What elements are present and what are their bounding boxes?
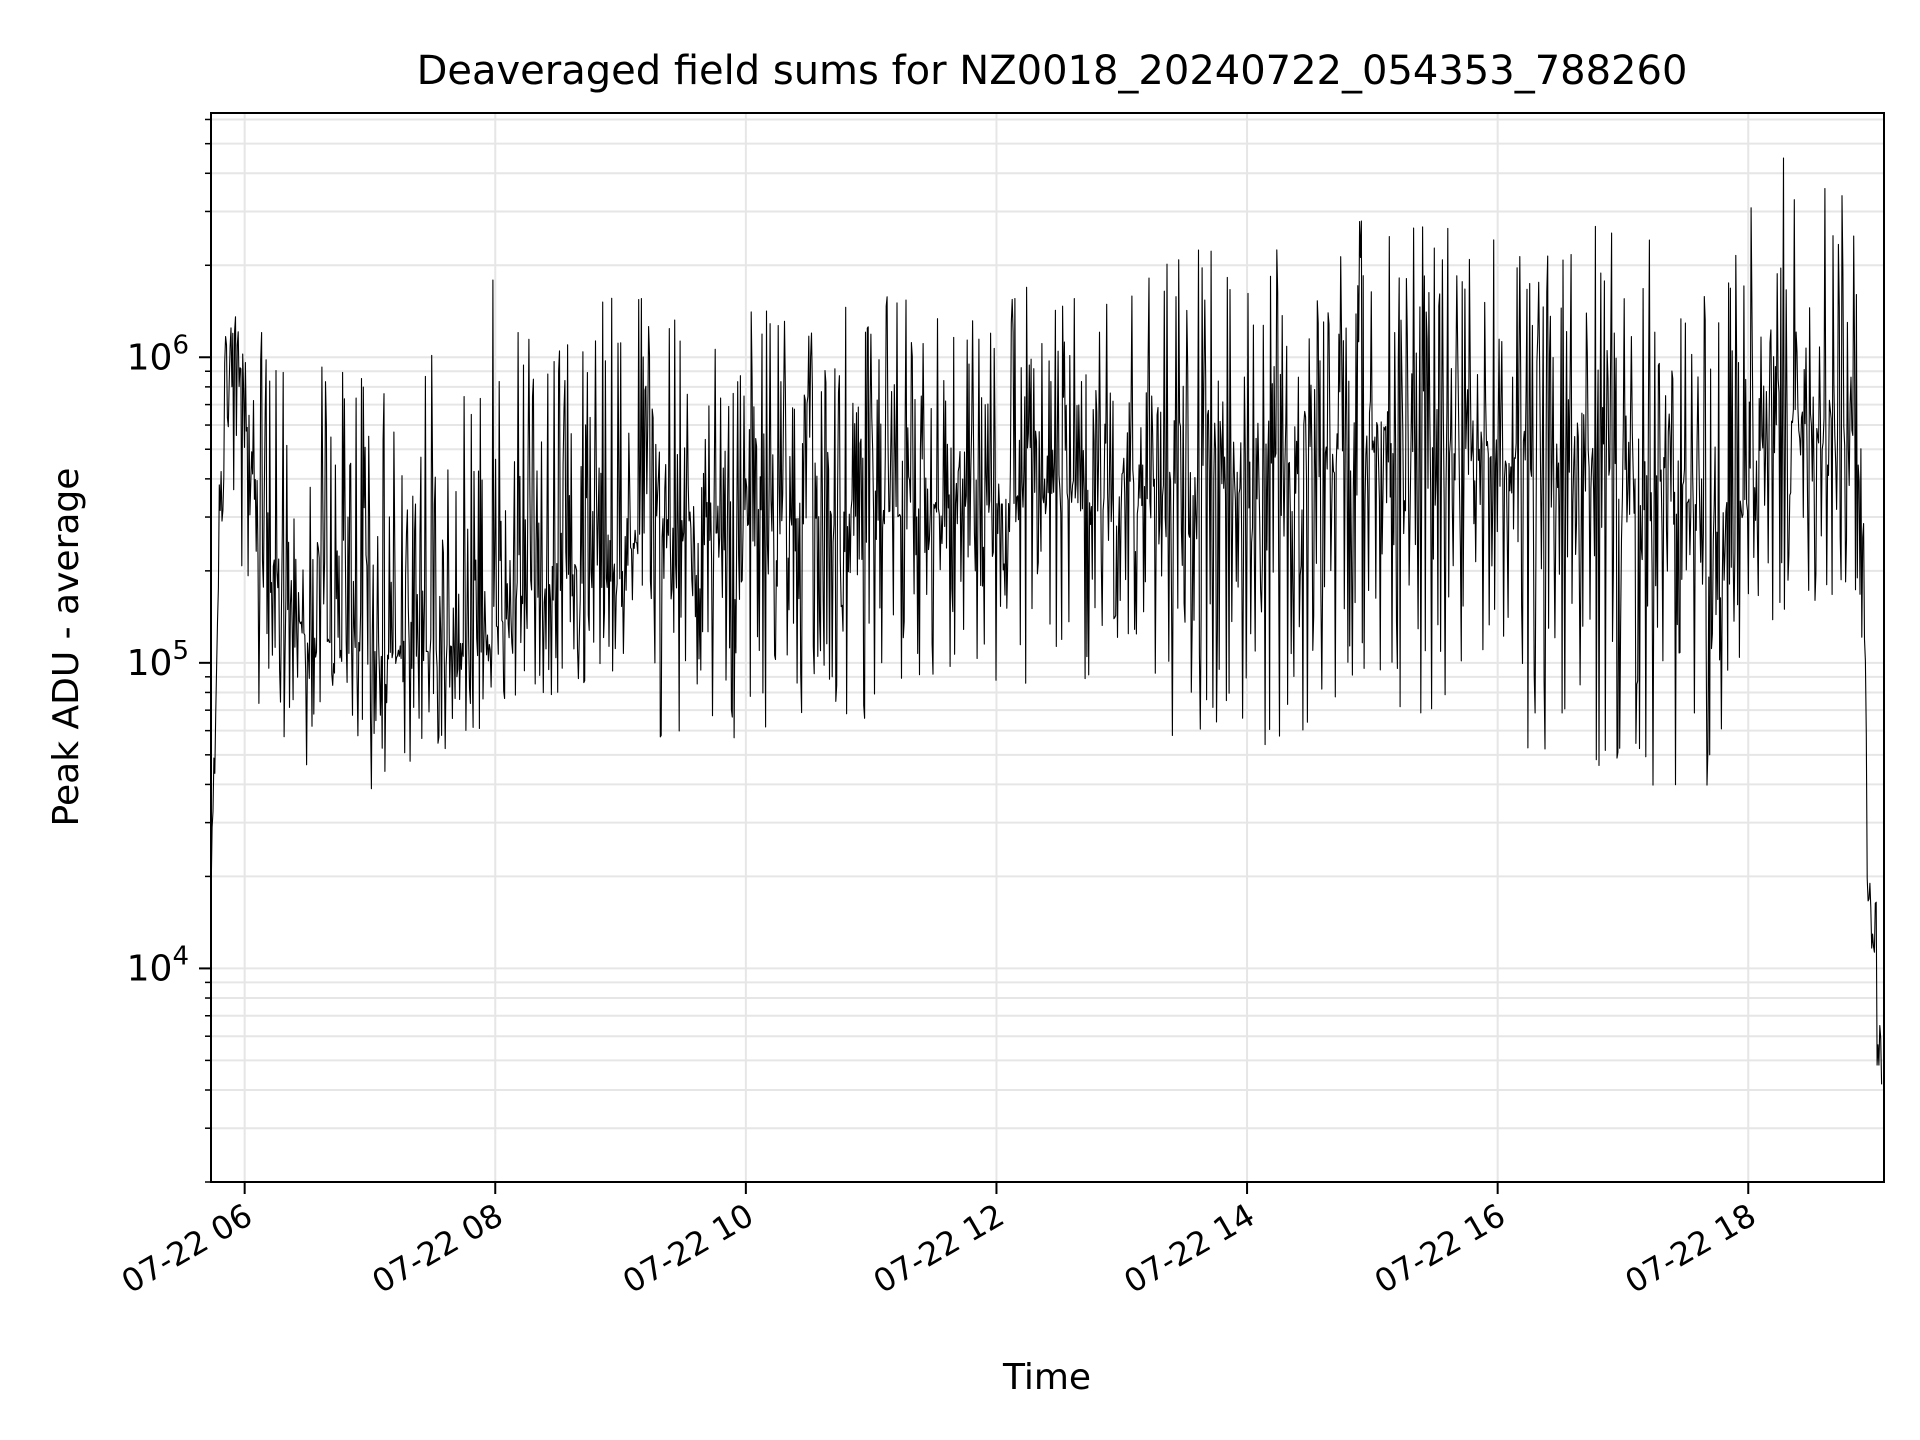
x-tick-label: 07-22 18 — [1619, 1196, 1763, 1301]
y-tick-label: 104 — [127, 941, 189, 989]
y-axis-label: Peak ADU - average — [46, 468, 87, 827]
x-tick-label: 07-22 06 — [115, 1196, 259, 1301]
x-axis-ticks: 07-22 06 07-22 08 07-22 10 07-22 12 07-22 14… — [115, 1182, 1762, 1301]
y-tick-base: 10 — [127, 337, 173, 378]
y-tick-label: 106 — [127, 330, 189, 378]
y-tick-label: 105 — [127, 636, 189, 684]
x-tick-label: 07-22 12 — [867, 1196, 1011, 1301]
x-axis-label: Time — [1002, 1357, 1091, 1398]
y-tick-exponent: 5 — [172, 636, 189, 666]
y-tick-exponent: 4 — [172, 941, 189, 971]
y-tick-base: 10 — [127, 948, 173, 989]
x-tick-label: 07-22 10 — [616, 1196, 760, 1301]
chart-title: Deaveraged field sums for NZ0018_2024072… — [417, 48, 1688, 94]
x-tick-label: 07-22 08 — [366, 1196, 510, 1301]
y-tick-base: 10 — [127, 643, 173, 684]
series-layer — [210, 157, 1883, 1085]
series-line — [210, 157, 1883, 1085]
plot-frame — [210, 112, 1885, 1183]
x-tick-label: 07-22 16 — [1368, 1196, 1512, 1301]
y-tick-exponent: 6 — [172, 330, 189, 360]
x-tick-label: 07-22 14 — [1117, 1196, 1261, 1301]
